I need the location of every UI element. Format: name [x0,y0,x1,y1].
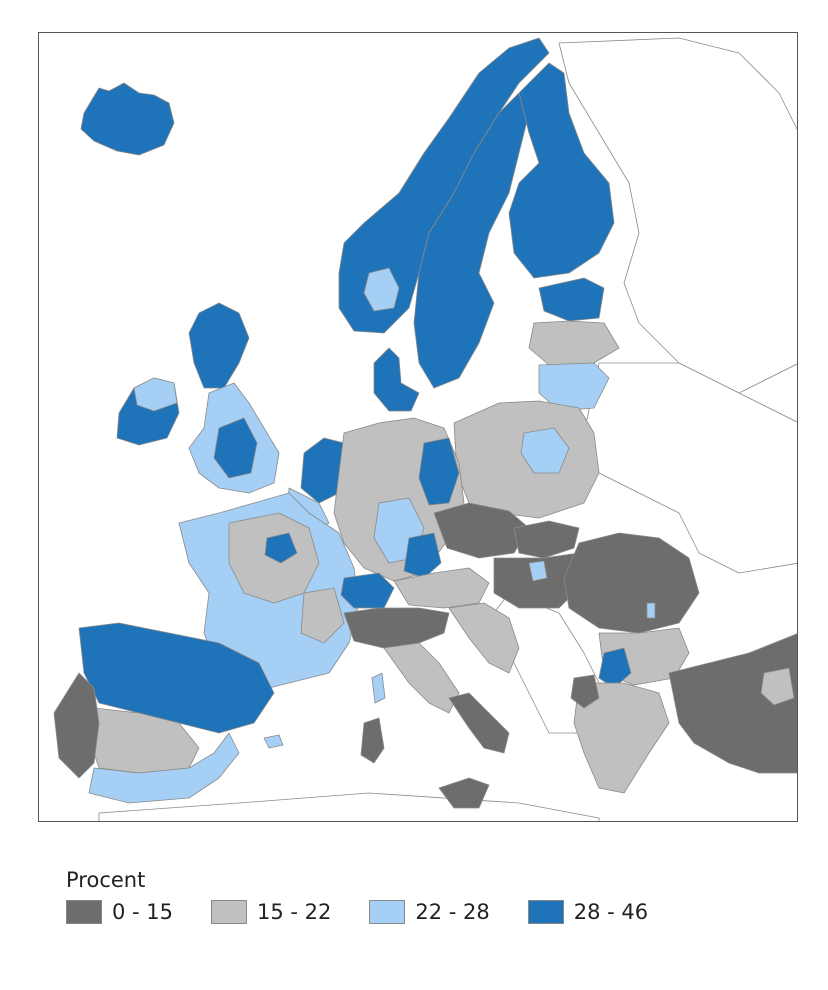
region-hungary-light [528,560,548,582]
region-spain-south [88,732,240,804]
region-latvia [528,320,620,366]
region-austria [393,567,490,609]
region-france-grey-east [300,587,345,644]
legend-item-1: 15 - 22 [211,900,331,924]
region-romania-light [646,602,656,619]
legend-title: Procent [66,868,146,892]
region-greece [573,682,670,794]
region-germany-east [418,437,460,506]
region-croatia [448,602,520,674]
region-turkey-grey [760,667,795,706]
region-turkey [668,633,797,774]
region-albania [570,674,600,709]
legend-item-0: 0 - 15 [66,900,173,924]
region-norway [338,37,550,334]
region-bulgaria-blue [598,647,632,689]
region-norway-south-light [363,267,400,312]
region-corsica [371,672,386,704]
legend-label-0: 0 - 15 [112,900,174,924]
europe-regions-map [53,37,797,821]
region-england-dark [213,417,258,479]
region-poland-light [520,427,570,474]
region-finland [508,62,615,279]
legend-items: 0 - 15 15 - 22 22 - 28 28 - 46 [66,900,686,924]
region-estonia [538,277,605,322]
region-spain-north [78,622,275,734]
legend-item-3: 28 - 46 [527,900,649,924]
region-france-paris [264,532,298,564]
legend-label-2: 22 - 28 [415,900,490,924]
region-sardinia [360,717,385,764]
region-sweden [413,92,530,389]
region-iceland [80,82,175,156]
legend-label-1: 15 - 22 [257,900,332,924]
choropleth-map [38,32,798,822]
region-romania [563,532,700,634]
region-slovakia [513,520,580,559]
region-denmark [373,347,420,412]
legend-label-3: 28 - 46 [573,900,649,924]
legend-swatch-2 [369,900,406,924]
region-portugal [53,672,100,779]
legend-swatch-0 [66,900,102,924]
region-ireland-light [133,377,178,412]
legend-swatch-1 [211,900,248,924]
region-balearic [263,734,284,749]
legend-swatch-3 [527,900,564,924]
region-italy-center [383,642,460,714]
legend-item-2: 22 - 28 [369,900,490,924]
region-scotland [188,302,250,389]
region-germany-bavaria [403,532,442,579]
legend: Procent 0 - 15 15 - 22 22 - 28 28 - 46 [66,868,686,924]
region-lithuania [538,362,610,412]
region-sicily [438,777,490,809]
region-italy-south [448,692,510,754]
region-italy-north [343,607,450,649]
region-switzerland [340,572,395,609]
